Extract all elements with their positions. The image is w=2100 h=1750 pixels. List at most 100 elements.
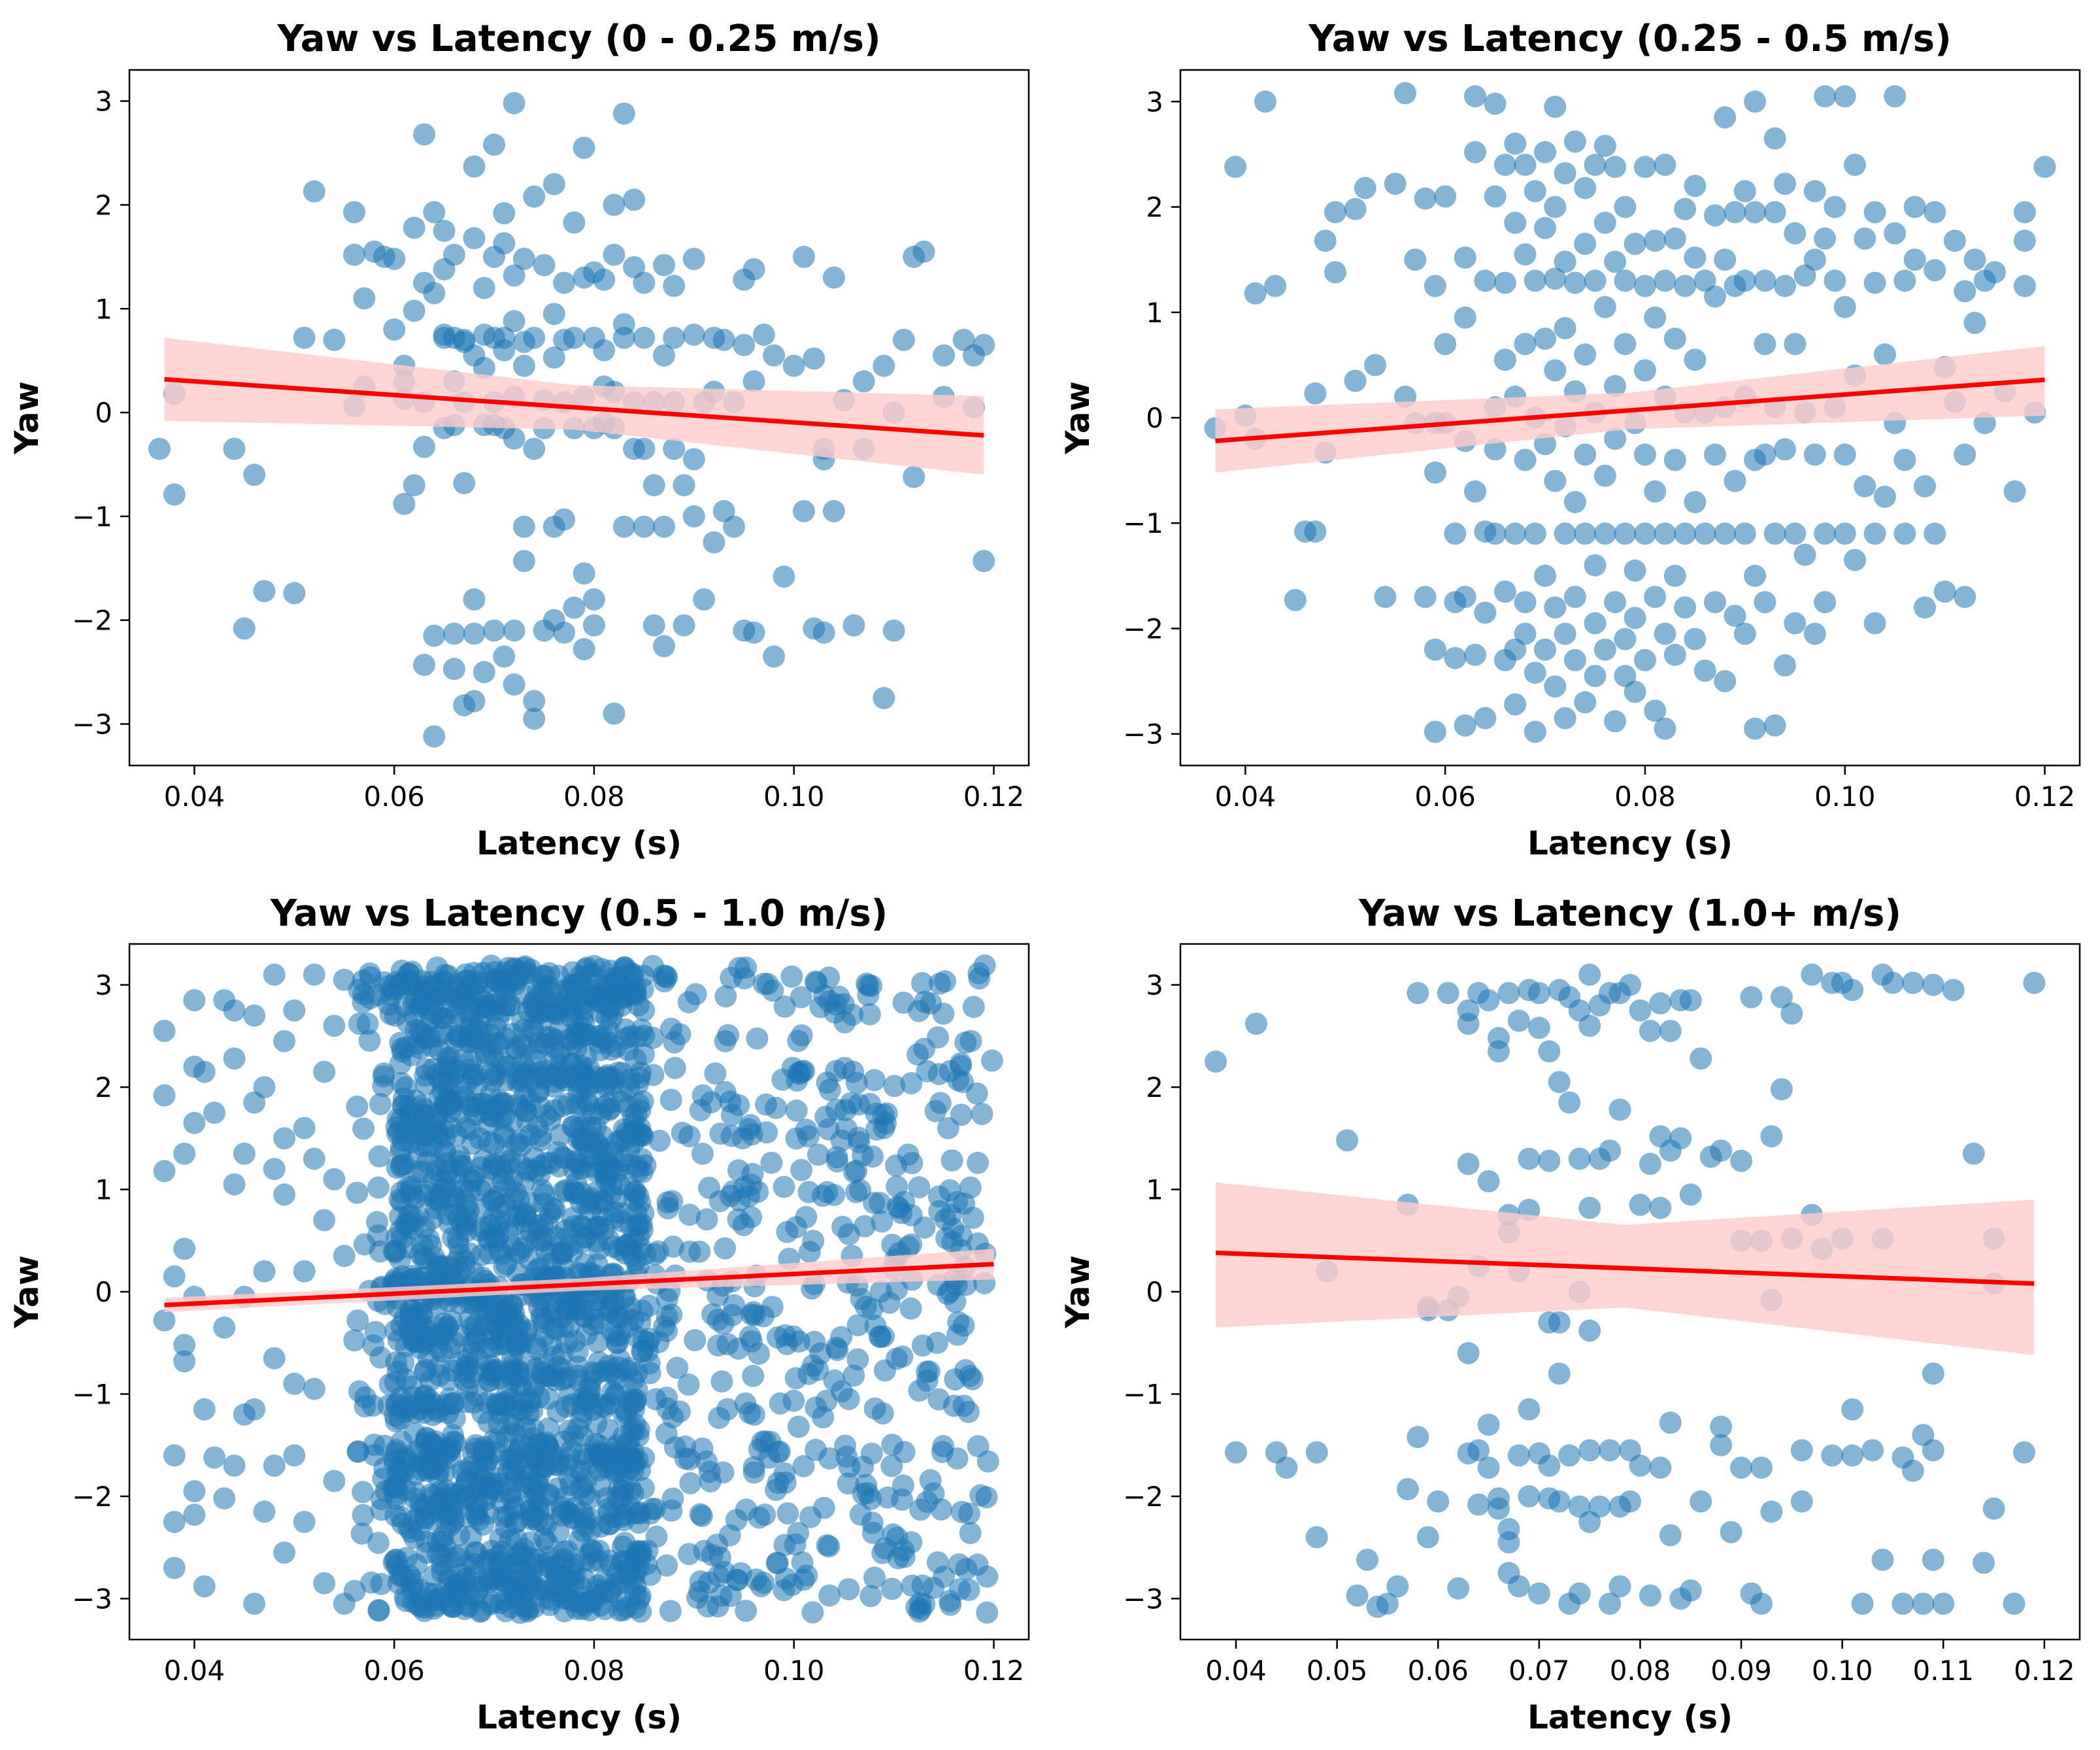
data-point — [503, 619, 525, 642]
data-point — [1504, 638, 1527, 661]
data-point — [233, 1142, 256, 1165]
data-point — [976, 1450, 999, 1473]
data-point — [663, 1056, 686, 1079]
data-point — [1633, 359, 1656, 382]
regression-line — [164, 377, 984, 438]
data-point — [505, 1528, 528, 1551]
data-point — [553, 621, 576, 644]
data-point — [790, 986, 812, 1009]
data-point — [1264, 275, 1287, 297]
data-point — [950, 1500, 973, 1523]
data-point — [831, 1215, 854, 1238]
data-point — [969, 1484, 992, 1507]
data-point — [1833, 443, 1856, 466]
data-point — [1245, 1013, 1267, 1035]
data-point — [1674, 522, 1697, 545]
data-point — [807, 1143, 829, 1166]
data-point — [1724, 469, 1746, 492]
data-point — [2013, 201, 2036, 224]
data-point — [1514, 333, 1537, 356]
data-point — [802, 1230, 825, 1253]
data-point — [528, 1002, 550, 1025]
data-point — [523, 437, 546, 460]
y-tick-label: 0 — [1146, 1276, 1163, 1308]
data-point — [1584, 269, 1607, 292]
data-point — [1497, 1518, 1520, 1540]
y-tick-label: 2 — [1146, 192, 1163, 224]
data-point — [1593, 638, 1616, 661]
data-point — [1784, 612, 1807, 635]
data-point — [1225, 1441, 1247, 1464]
data-point — [367, 1224, 390, 1247]
data-point — [303, 1377, 325, 1400]
data-point — [243, 1592, 266, 1615]
data-point — [608, 1599, 631, 1622]
data-point — [1497, 982, 1520, 1005]
data-point — [1884, 222, 1907, 244]
data-point — [1554, 317, 1576, 339]
y-tick-label: −3 — [1123, 1583, 1163, 1615]
data-point — [323, 1015, 346, 1037]
data-point — [766, 1326, 789, 1349]
data-point — [859, 1585, 882, 1607]
data-point — [812, 621, 835, 644]
data-point — [1714, 248, 1737, 271]
data-point — [742, 258, 765, 280]
data-point — [622, 1106, 644, 1128]
x-tick-label: 0.12 — [2014, 781, 2076, 813]
data-point — [663, 275, 686, 297]
data-point — [523, 707, 546, 730]
data-point — [837, 1578, 860, 1601]
data-point — [633, 999, 656, 1022]
data-point — [507, 1188, 530, 1211]
data-point — [1524, 522, 1546, 545]
data-point — [959, 1030, 982, 1052]
data-point — [859, 1488, 882, 1510]
data-point — [473, 356, 495, 379]
x-tick-label: 0.04 — [164, 781, 225, 813]
data-point — [420, 1234, 442, 1257]
data-point — [293, 1117, 316, 1139]
x-tick-label: 0.09 — [1710, 1655, 1772, 1687]
data-point — [618, 1391, 641, 1413]
data-point — [973, 954, 996, 977]
data-point — [1679, 1579, 1702, 1602]
data-point — [682, 324, 705, 346]
data-point — [407, 1593, 429, 1616]
data-point — [473, 661, 495, 684]
data-point — [1710, 1415, 1733, 1438]
data-point — [163, 1511, 186, 1534]
data-point — [531, 1307, 554, 1329]
data-point — [1514, 154, 1537, 177]
x-tick-label: 0.10 — [763, 1655, 825, 1687]
data-point — [946, 1447, 969, 1470]
data-point — [493, 1092, 516, 1115]
data-point — [1984, 261, 2006, 284]
data-point — [638, 1294, 660, 1317]
data-point — [1514, 448, 1537, 471]
data-point — [1659, 1020, 1682, 1042]
data-point — [849, 1179, 871, 1202]
data-point — [952, 1314, 975, 1337]
data-point — [343, 201, 365, 224]
data-point — [863, 1069, 886, 1092]
data-point — [2013, 275, 2036, 297]
data-point — [263, 1455, 286, 1477]
data-point — [1733, 622, 1756, 645]
data-point — [787, 1030, 810, 1052]
data-point — [493, 645, 516, 668]
data-point — [893, 1441, 916, 1464]
data-point — [1690, 1047, 1712, 1070]
data-point — [748, 1438, 771, 1461]
data-point — [1854, 475, 1876, 497]
regression-line — [1215, 1251, 2035, 1286]
x-tick-label: 0.04 — [1215, 781, 1276, 813]
data-point — [1633, 156, 1656, 178]
data-point — [795, 1564, 818, 1587]
data-point — [927, 1026, 949, 1049]
data-point — [1914, 475, 1936, 497]
data-point — [1584, 612, 1607, 635]
data-point — [383, 248, 406, 270]
data-point — [2013, 229, 2036, 252]
data-point — [858, 1003, 881, 1026]
